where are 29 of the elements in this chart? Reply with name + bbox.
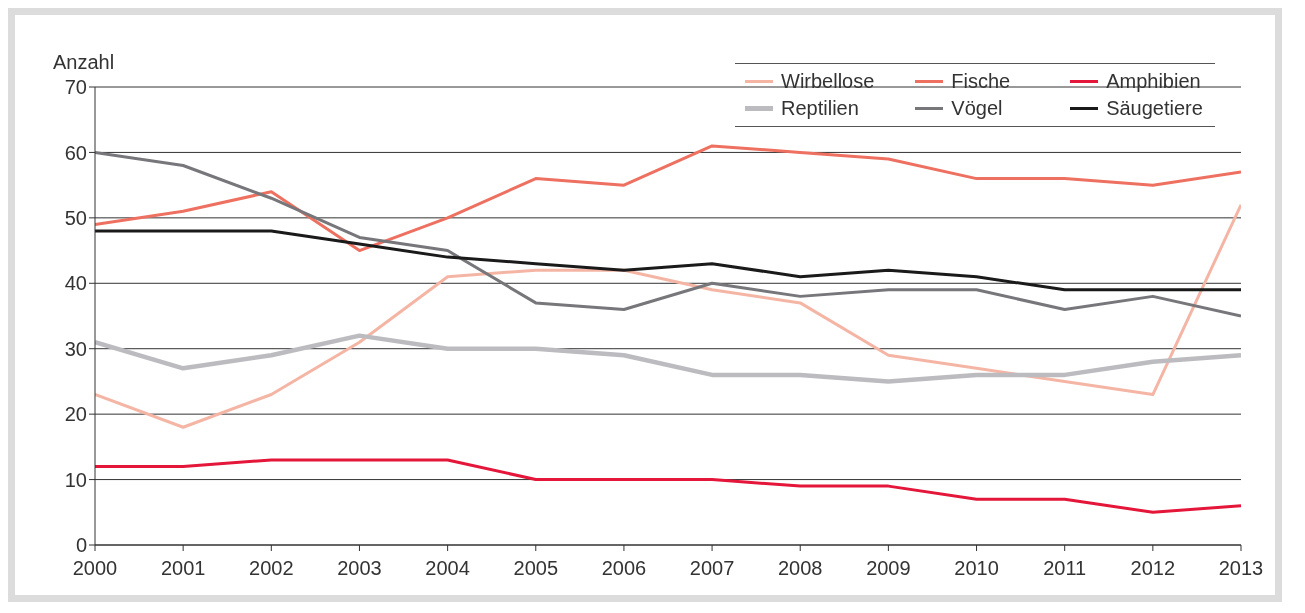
x-tick-label: 2009 (866, 557, 911, 580)
legend-label: Wirbellose (781, 70, 875, 93)
x-tick-label: 2011 (1043, 557, 1087, 580)
x-tick-label: 2001 (160, 557, 206, 580)
legend-label: Fische (951, 70, 1011, 93)
y-tick-label: 50 (64, 206, 87, 229)
x-tick-label: 2013 (1218, 557, 1264, 580)
x-tick-label: 2003 (337, 557, 382, 580)
y-tick-label: 70 (64, 76, 87, 99)
legend-label: Reptilien (781, 97, 859, 120)
legend-label: Säugetiere (1106, 97, 1203, 120)
x-tick-label: 2002 (249, 557, 294, 580)
y-tick-label: 60 (64, 141, 87, 164)
x-tick-label: 2007 (689, 557, 735, 580)
x-tick-label: 2004 (425, 557, 470, 580)
y-tick-label: 20 (64, 403, 87, 426)
y-axis-title: Anzahl (53, 51, 115, 74)
x-tick-label: 2006 (601, 557, 647, 580)
y-tick-label: 40 (64, 272, 87, 295)
x-tick-label: 2000 (72, 557, 118, 580)
legend-label: Vögel (951, 97, 1003, 120)
x-tick-label: 2012 (1130, 557, 1176, 580)
x-tick-label: 2005 (513, 557, 559, 580)
legend-label: Amphibien (1106, 70, 1201, 93)
y-tick-label: 30 (64, 337, 87, 360)
y-tick-label: 0 (75, 534, 87, 557)
x-tick-label: 2008 (777, 557, 823, 580)
y-tick-label: 10 (64, 468, 87, 491)
x-tick-label: 2010 (954, 557, 999, 580)
